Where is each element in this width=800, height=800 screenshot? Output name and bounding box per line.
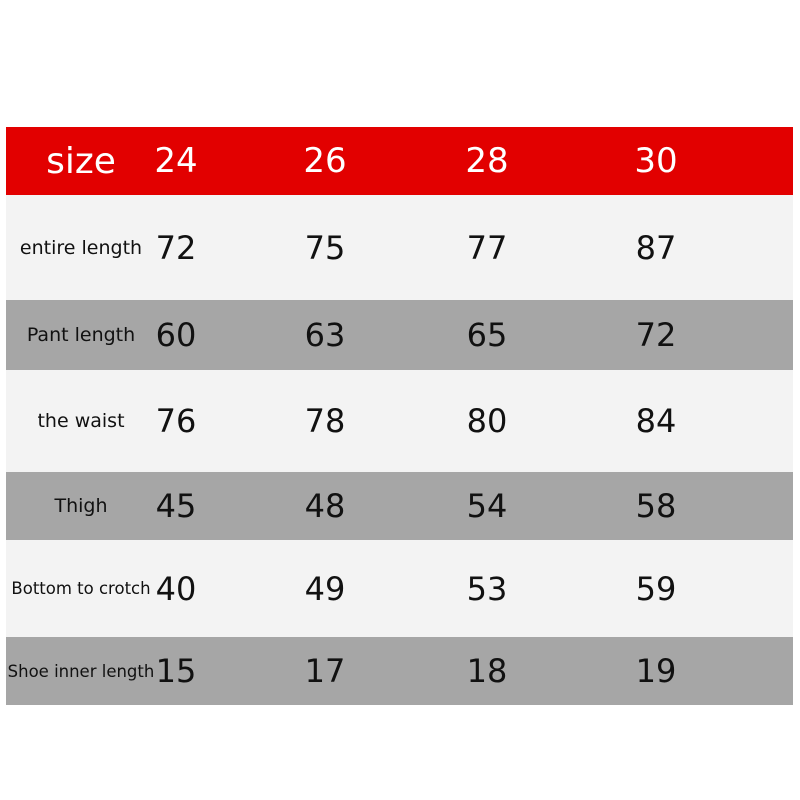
row-label: entire length	[19, 236, 143, 259]
table-row: Thigh 45 48 54 58	[6, 472, 793, 540]
cell-value: 80	[466, 402, 508, 440]
header-size-24: 24	[154, 141, 198, 181]
table-row: Pant length 60 63 65 72	[6, 300, 793, 370]
size-chart-table: size 24 26 28 30 entire length 72 75 77 …	[6, 127, 793, 705]
cell-value: 54	[466, 487, 508, 525]
cell-value: 48	[304, 487, 346, 525]
row-label: Thigh	[54, 495, 108, 517]
row-label: the waist	[37, 410, 125, 432]
table-row: the waist 76 78 80 84	[6, 370, 793, 472]
header-size-28: 28	[465, 141, 509, 181]
cell-value: 78	[304, 402, 346, 440]
cell-value: 87	[635, 228, 677, 267]
cell-value: 65	[466, 316, 508, 354]
cell-value: 45	[155, 487, 197, 525]
table-row: Bottom to crotch 40 49 53 59	[6, 540, 793, 637]
row-label: Pant length	[26, 324, 136, 346]
cell-value: 19	[635, 652, 677, 690]
cell-value: 53	[466, 569, 508, 608]
cell-value: 63	[304, 316, 346, 354]
header-size-label: size	[46, 140, 116, 182]
row-label: Bottom to crotch	[11, 579, 151, 598]
cell-value: 72	[155, 228, 197, 267]
cell-value: 58	[635, 487, 677, 525]
header-size-26: 26	[303, 141, 347, 181]
table-row: entire length 72 75 77 87	[6, 195, 793, 300]
table-row: Shoe inner length 15 17 18 19	[6, 637, 793, 705]
cell-value: 75	[304, 228, 346, 267]
header-row: size 24 26 28 30	[6, 127, 793, 195]
cell-value: 49	[304, 569, 346, 608]
cell-value: 72	[635, 316, 677, 354]
cell-value: 18	[466, 652, 508, 690]
cell-value: 76	[155, 402, 197, 440]
cell-value: 59	[635, 569, 677, 608]
cell-value: 84	[635, 402, 677, 440]
header-size-30: 30	[634, 141, 678, 181]
cell-value: 77	[466, 228, 508, 267]
cell-value: 40	[155, 569, 197, 608]
cell-value: 17	[304, 652, 346, 690]
row-label: Shoe inner length	[7, 661, 155, 681]
cell-value: 15	[155, 652, 197, 690]
cell-value: 60	[155, 316, 197, 354]
